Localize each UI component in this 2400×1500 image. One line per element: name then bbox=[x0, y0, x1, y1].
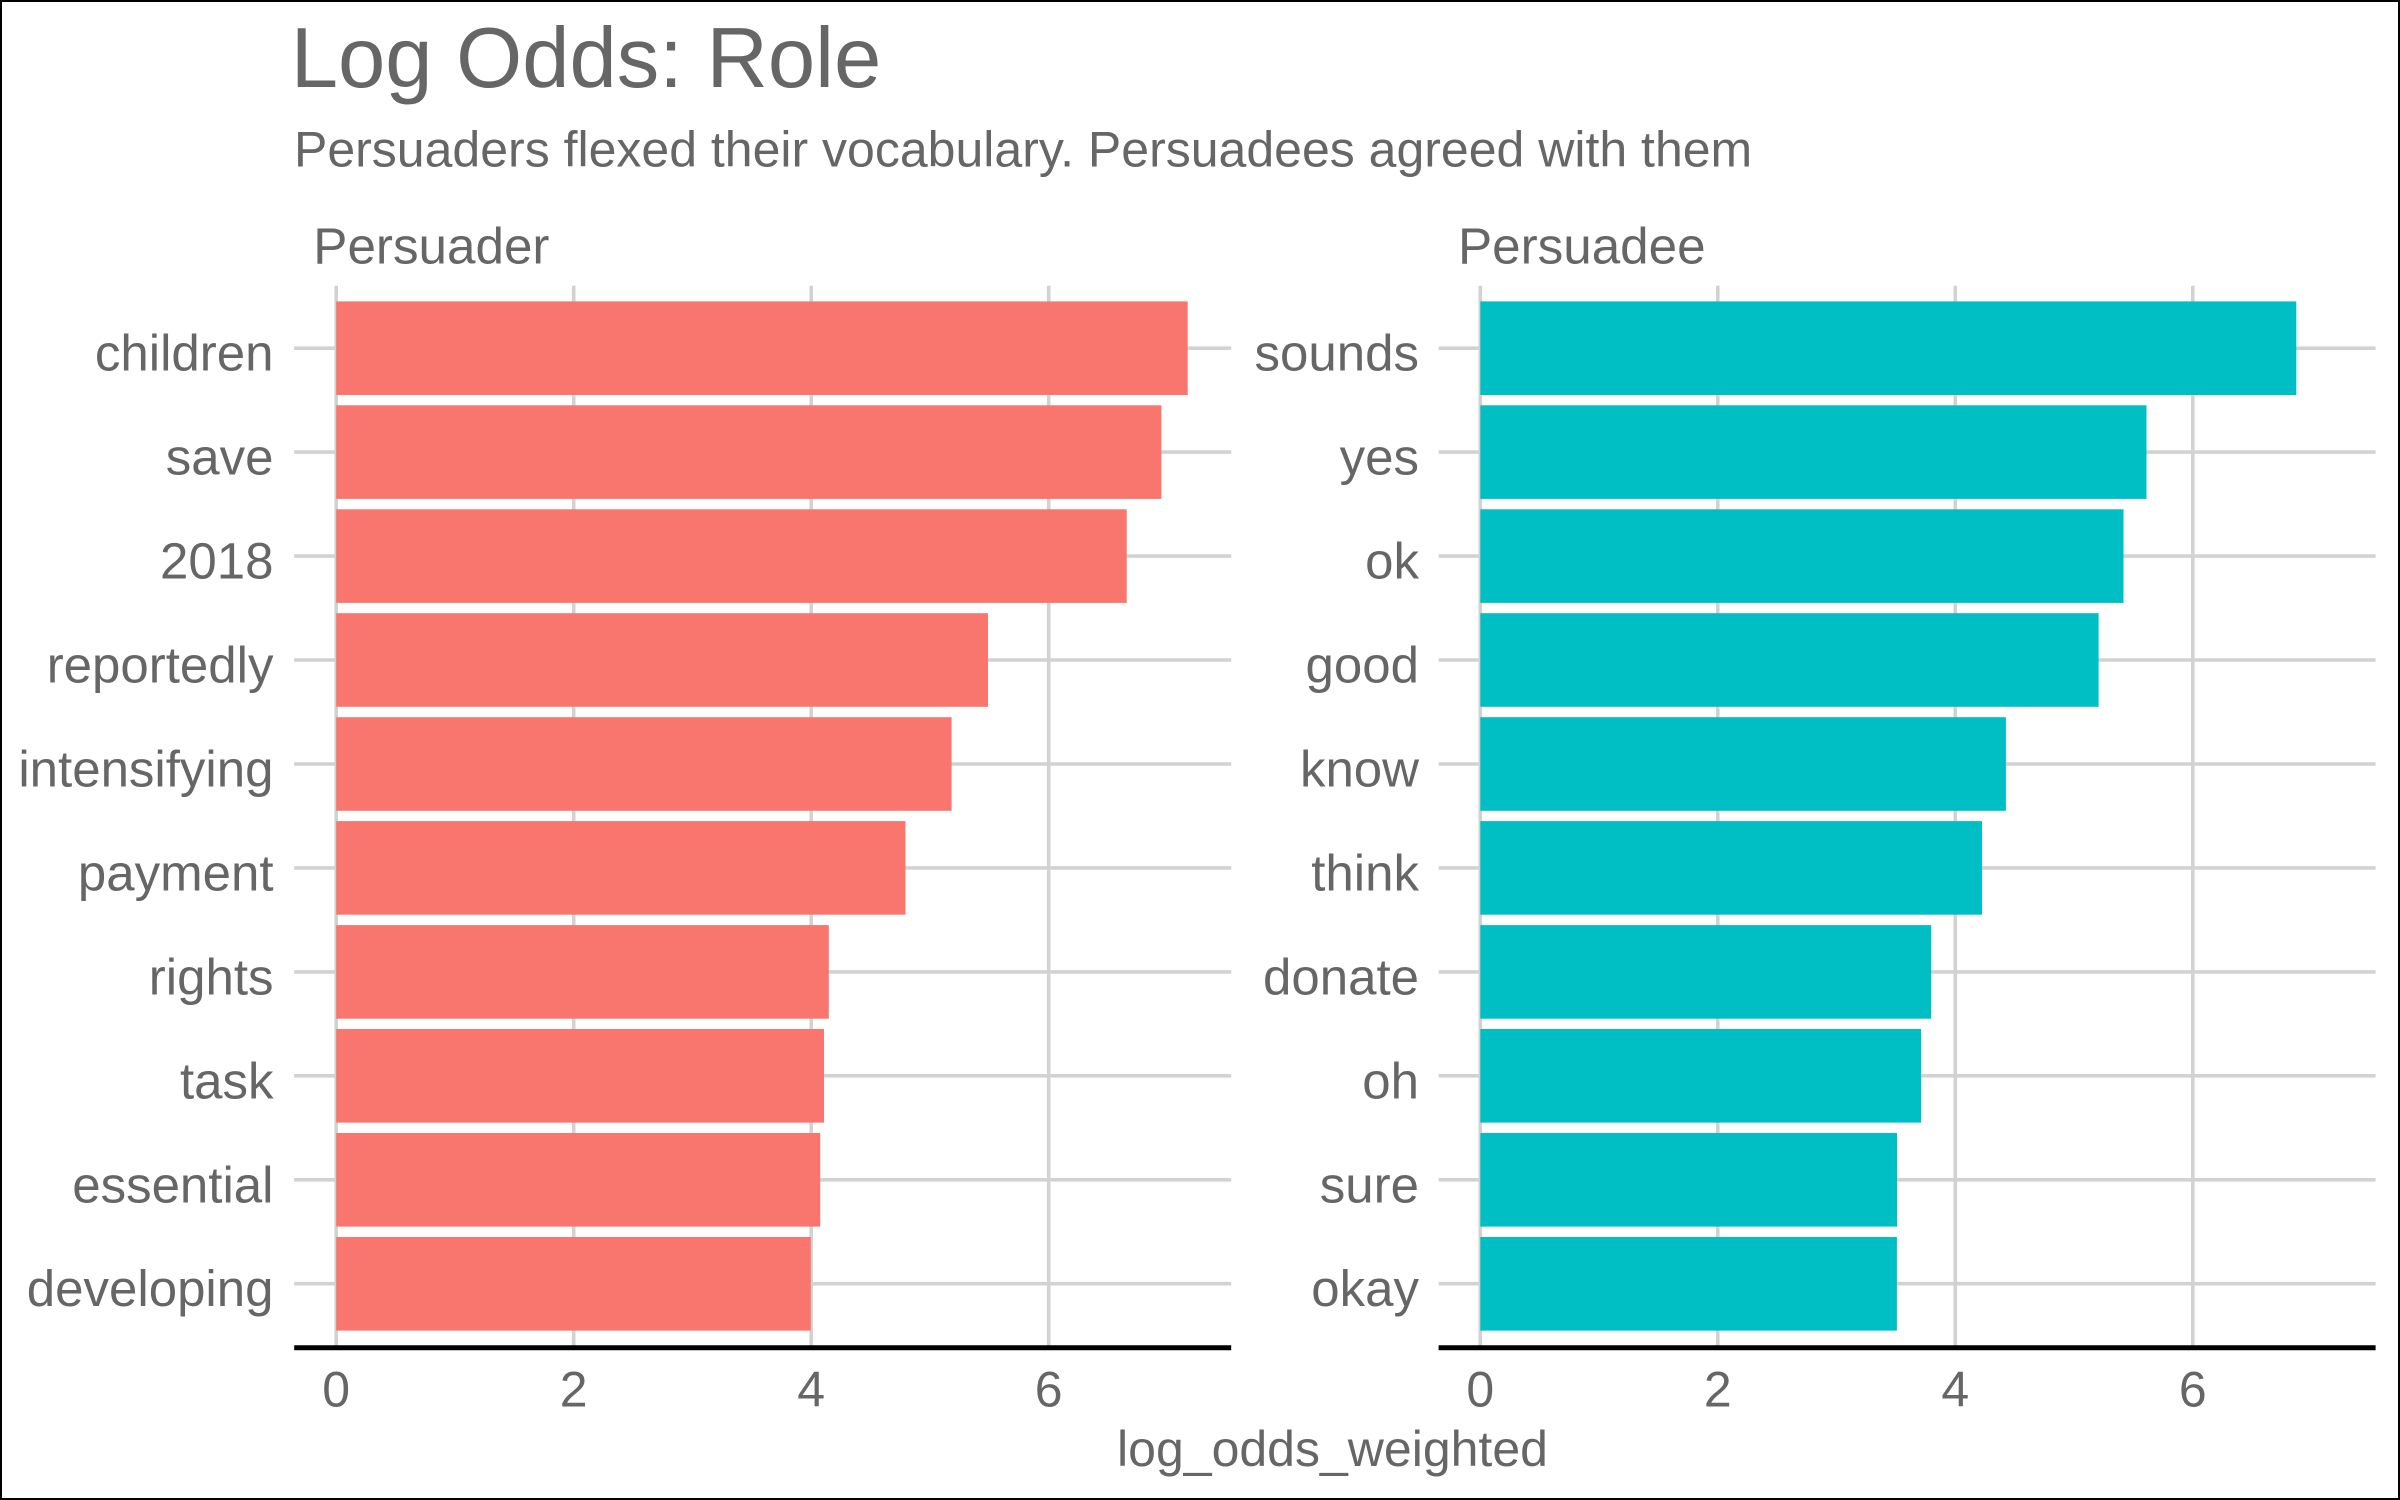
svg-text:Persuadee: Persuadee bbox=[1458, 218, 1706, 275]
svg-text:Log Odds: Role: Log Odds: Role bbox=[291, 11, 882, 106]
svg-text:Persuader: Persuader bbox=[313, 218, 549, 275]
svg-text:reportedly: reportedly bbox=[47, 637, 274, 694]
svg-text:sure: sure bbox=[1320, 1156, 1419, 1213]
svg-text:know: know bbox=[1300, 741, 1419, 798]
svg-text:2018: 2018 bbox=[160, 533, 273, 590]
svg-text:intensifying: intensifying bbox=[18, 741, 273, 798]
svg-text:4: 4 bbox=[797, 1362, 825, 1418]
svg-text:think: think bbox=[1311, 844, 1419, 901]
svg-text:2: 2 bbox=[1704, 1362, 1732, 1418]
svg-text:rights: rights bbox=[149, 948, 274, 1005]
svg-text:0: 0 bbox=[1466, 1362, 1494, 1418]
svg-text:okay: okay bbox=[1311, 1260, 1419, 1317]
svg-text:ok: ok bbox=[1365, 533, 1419, 590]
svg-text:0: 0 bbox=[322, 1362, 350, 1418]
svg-text:payment: payment bbox=[78, 844, 274, 901]
svg-text:developing: developing bbox=[27, 1260, 274, 1317]
svg-text:good: good bbox=[1306, 637, 1419, 694]
svg-text:Persuaders flexed their vocabu: Persuaders flexed their vocabulary. Pers… bbox=[294, 122, 1752, 178]
svg-text:children: children bbox=[95, 325, 274, 382]
svg-text:yes: yes bbox=[1340, 429, 1419, 486]
svg-text:sounds: sounds bbox=[1255, 325, 1419, 382]
svg-text:log_odds_weighted: log_odds_weighted bbox=[1117, 1421, 1548, 1477]
svg-text:donate: donate bbox=[1263, 948, 1419, 1005]
svg-text:6: 6 bbox=[1035, 1362, 1063, 1418]
svg-text:save: save bbox=[166, 429, 274, 486]
svg-text:4: 4 bbox=[1941, 1362, 1969, 1418]
svg-text:6: 6 bbox=[2179, 1362, 2207, 1418]
svg-text:2: 2 bbox=[560, 1362, 588, 1418]
svg-text:task: task bbox=[180, 1052, 274, 1109]
svg-text:oh: oh bbox=[1362, 1052, 1419, 1109]
svg-text:essential: essential bbox=[72, 1156, 273, 1213]
